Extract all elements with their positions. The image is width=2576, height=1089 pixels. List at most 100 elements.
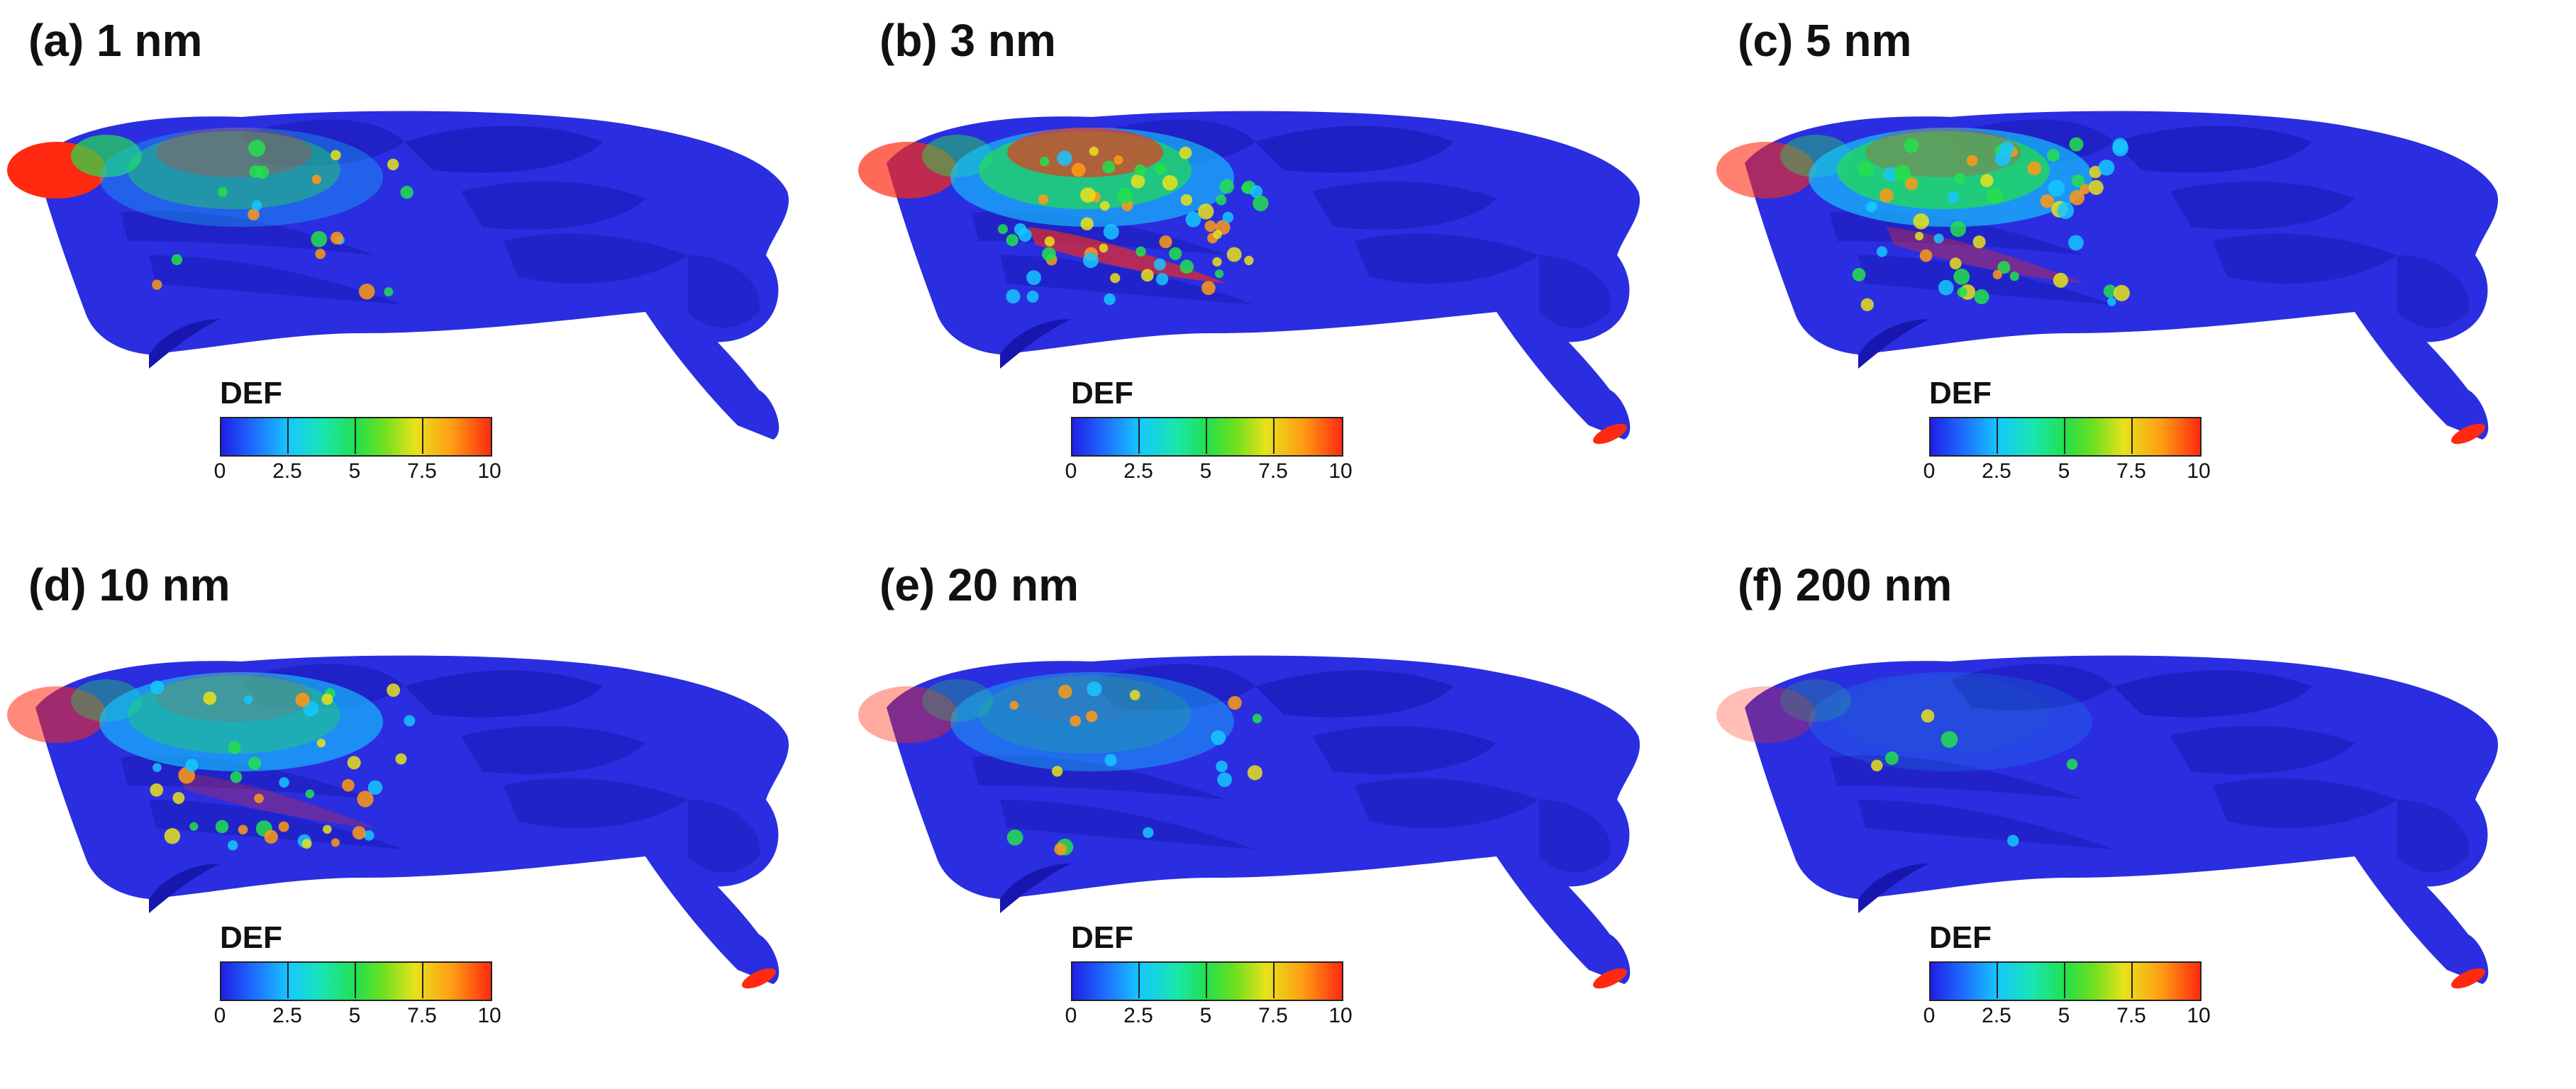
sinus-deposition-1	[128, 676, 340, 754]
deposition-dot	[1860, 298, 1874, 311]
deposition-dot	[387, 683, 401, 697]
deposition-dot	[264, 830, 278, 844]
colorbar-tick-label: 0	[1923, 459, 1936, 483]
deposition-dot	[2103, 284, 2117, 298]
colorbar-tick-label: 5	[2058, 1004, 2070, 1027]
deposition-dot	[1217, 772, 1232, 788]
colorbar-tick-label: 7.5	[1258, 459, 1288, 483]
colorbar-tick-label: 10	[2187, 1004, 2211, 1027]
colorbar-divider	[1206, 961, 1207, 998]
sinus-deposition-2	[156, 128, 312, 177]
deposition-dot	[152, 763, 162, 772]
deposition-dot	[1253, 195, 1269, 211]
colorbar-gradient	[1929, 417, 2202, 457]
panel-title: (b) 3 nm	[879, 15, 1056, 66]
colorbar-tick-label: 7.5	[1258, 1004, 1288, 1027]
deposition-dot	[311, 174, 322, 184]
deposition-dot	[1913, 213, 1929, 230]
tube-outlet	[2451, 968, 2485, 989]
deposition-dot	[358, 283, 375, 300]
model-surface-6	[504, 233, 688, 284]
deposition-dot	[1082, 252, 1099, 269]
model-surface-4	[1255, 670, 1454, 717]
deposition-dot	[1894, 164, 1911, 182]
deposition-dot	[352, 826, 366, 840]
deposition-dot	[248, 140, 266, 157]
colorbar-divider	[2131, 417, 2133, 454]
colorbar-divider	[422, 417, 423, 454]
deposition-dot	[347, 756, 361, 770]
deposition-dot	[1954, 172, 1966, 184]
colorbar-tick-label: 0	[1065, 1004, 1077, 1027]
deposition-dot	[1104, 293, 1116, 306]
deposition-dot	[1213, 230, 1222, 239]
model-surface-8	[149, 255, 404, 305]
deposition-dot	[1953, 268, 1970, 285]
deposition-dot	[1997, 261, 2011, 274]
deposition-dot	[1054, 842, 1067, 856]
deposition-dot	[1042, 247, 1056, 262]
deposition-dot	[1070, 715, 1082, 727]
colorbar-tick-label: 2.5	[272, 1004, 302, 1027]
colorbar-divider	[287, 961, 289, 998]
panel-f: (f) 200 nm DEF 0 2.5 5 7.5 10	[1716, 544, 2575, 1089]
rat-nasal-airway-model	[858, 111, 1640, 445]
deposition-dot	[1086, 710, 1098, 722]
colorbar-tick-label: 2.5	[1982, 1004, 2011, 1027]
model-surface-7	[1830, 755, 2085, 800]
deposition-dot	[2053, 272, 2068, 288]
deposition-dot	[2069, 137, 2084, 152]
deposition-dot	[295, 693, 310, 708]
model-surface-6	[504, 778, 688, 828]
deposition-dot	[1215, 269, 1224, 279]
colorbar-title: DEF	[1929, 920, 1992, 955]
deposition-dot	[251, 200, 262, 211]
colorbar-title: DEF	[1071, 920, 1133, 955]
colorbar-tick-label: 7.5	[407, 459, 437, 483]
deposition-dot	[1071, 162, 1086, 177]
deposition-dot	[1994, 150, 2011, 167]
deposition-dot	[1129, 690, 1140, 700]
deposition-dot	[1153, 258, 1166, 271]
deposition-dot	[1987, 187, 2004, 204]
deposition-dot	[172, 792, 185, 804]
deposition-dot	[1114, 155, 1123, 165]
deposition-dot	[1140, 269, 1154, 282]
model-surface-1	[645, 312, 779, 440]
rat-nasal-airway-model	[7, 111, 789, 440]
deposition-dot	[164, 828, 181, 844]
deposition-dot	[215, 820, 229, 834]
model-surface-4	[2114, 125, 2312, 173]
nose-hotspot	[858, 686, 957, 743]
deposition-dot	[1080, 217, 1094, 230]
deposition-dot	[1006, 289, 1021, 304]
deposition-dot	[230, 771, 243, 783]
deposition-dot	[2057, 202, 2075, 219]
deposition-dot	[2088, 179, 2104, 195]
model-surface-5	[2170, 182, 2355, 230]
deposition-dot	[400, 186, 413, 199]
panel-d: (d) 10 nm DEF 0 2.5 5 7.5 10	[7, 544, 865, 1089]
deposition-dot	[1102, 160, 1116, 174]
colorbar-tick-label: 5	[1199, 459, 1212, 483]
rat-nasal-airway-model	[1716, 111, 2499, 445]
deposition-dot	[1216, 760, 1228, 773]
deposition-dot	[316, 738, 326, 748]
model-surface-6	[2213, 233, 2397, 284]
model-surface-7	[972, 755, 1227, 800]
colorbar-tick-label: 0	[213, 459, 226, 483]
colorbar-tick-label: 10	[2187, 459, 2211, 483]
deposition-dot	[305, 789, 315, 799]
deposition-dot	[1921, 709, 1935, 723]
nose-hotspot-green	[922, 679, 993, 722]
tube-outlet	[2451, 423, 2485, 445]
deposition-dot	[1162, 174, 1178, 191]
deposition-dot	[1179, 259, 1194, 274]
deposition-dot	[1154, 162, 1167, 175]
colorbar-title: DEF	[1071, 376, 1133, 411]
rat-nasal-airway-model	[1716, 655, 2499, 989]
deposition-dot	[1904, 177, 1919, 191]
deposition-dot	[171, 254, 183, 266]
tube-outlet	[742, 968, 776, 989]
model-surface-4	[1255, 125, 1454, 173]
